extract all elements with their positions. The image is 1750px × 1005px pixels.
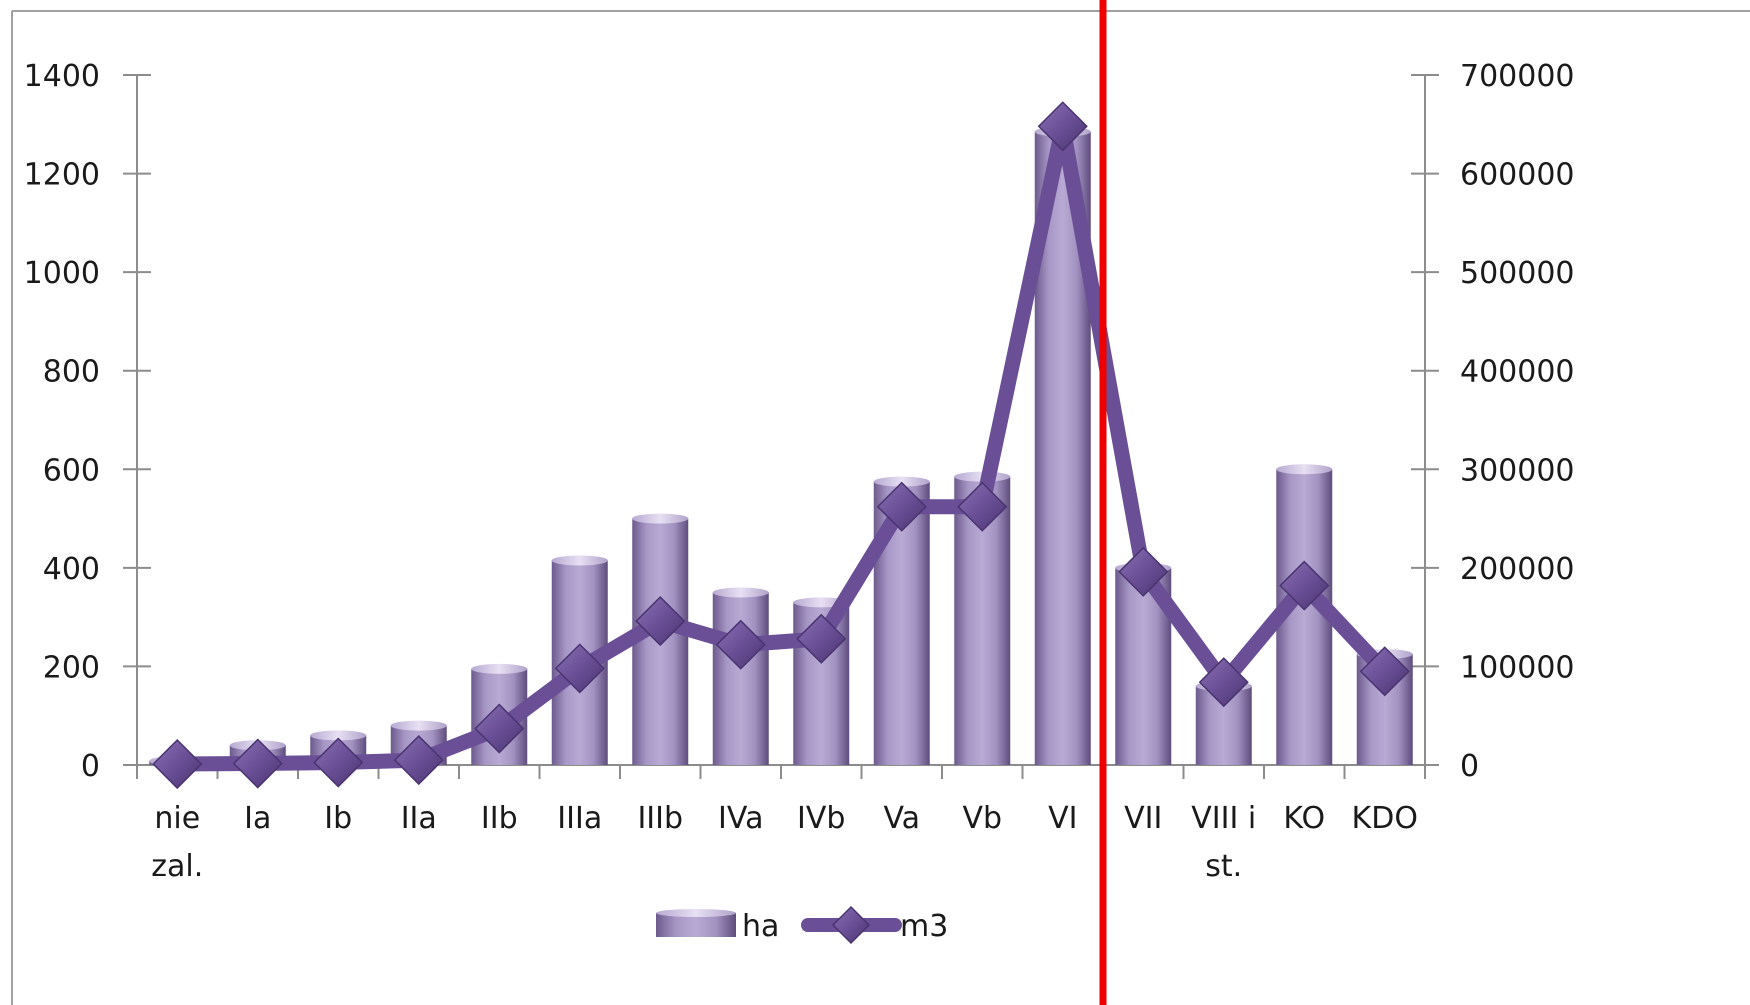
bar-top-cap	[632, 513, 689, 524]
legend: ha m3	[656, 905, 948, 945]
point-m3-kdo	[1359, 646, 1410, 697]
y-right-tick-label: 300000	[1460, 453, 1575, 488]
point-m3-va	[876, 481, 927, 532]
y-left-tick-label: 0	[81, 749, 100, 784]
point-m3-iiia	[554, 643, 605, 694]
x-tick-label: VIII i st.	[1191, 801, 1256, 884]
y-left-tick-label: 200	[43, 650, 100, 685]
bar-top-cap	[873, 476, 930, 487]
x-tick-label: KDO	[1352, 801, 1418, 836]
y-right-tick-label: 600000	[1460, 158, 1575, 193]
point-m3-ko	[1279, 560, 1330, 611]
y-left-tick-label: 1200	[24, 158, 100, 193]
legend-swatch-m3-marker	[831, 905, 871, 945]
x-tick-label: IVb	[797, 801, 845, 836]
y-left-tick-label: 1400	[24, 59, 100, 94]
x-tick-label: Ib	[324, 801, 352, 836]
point-m3-ia	[232, 738, 283, 789]
point-m3-vii	[1118, 546, 1169, 597]
legend-swatch-ha-cap	[656, 909, 736, 917]
bar-top-cap	[471, 663, 528, 674]
line-m3-path	[169, 118, 1393, 772]
y-right-tick-label: 500000	[1460, 256, 1575, 291]
point-m3-vi	[1037, 101, 1088, 152]
point-m3-viii-i-st-	[1198, 657, 1249, 708]
y-right-tick-label: 0	[1460, 749, 1479, 784]
y-left-tick-label: 600	[43, 453, 100, 488]
y-right-tick-label: 200000	[1460, 552, 1575, 587]
x-tick-label: IIa	[401, 801, 437, 836]
x-tick-label: Va	[883, 801, 920, 836]
point-m3-iib	[474, 703, 525, 754]
x-axis: nie zal. Ia Ib IIa IIb IIIa IIIb IVa IVb Va Vb VI VII…	[136, 764, 1426, 884]
x-tick-label: IIIb	[637, 801, 683, 836]
point-m3-nie-zal-	[152, 738, 203, 790]
x-tick-label: IIIa	[557, 801, 602, 836]
point-m3-ivb	[796, 613, 847, 664]
x-tick-label: Ia	[244, 801, 271, 836]
x-tick-label: KO	[1283, 801, 1325, 836]
bar-top-cap	[1276, 464, 1333, 475]
bar-iva	[712, 592, 769, 765]
y-left-tick-label: 800	[43, 355, 100, 390]
x-tick-label: IIb	[481, 801, 518, 836]
y-right-tick-label: 700000	[1460, 59, 1575, 94]
bar-top-cap	[310, 730, 367, 741]
point-m3-iva	[715, 619, 766, 670]
y-left-tick-label: 400	[43, 552, 100, 587]
point-m3-ib	[313, 737, 364, 788]
x-tick-label: IVa	[718, 801, 763, 836]
point-m3-iia	[393, 735, 444, 786]
legend-label-ha: ha	[742, 909, 779, 944]
x-tick-label: VII	[1124, 801, 1162, 836]
legend-label-m3: m3	[900, 909, 948, 944]
y-right-tick-label: 400000	[1460, 355, 1575, 390]
point-m3-iiib	[635, 596, 686, 647]
point-m3-vb	[957, 481, 1008, 532]
line-series-m3	[152, 101, 1410, 790]
bar-top-cap	[390, 720, 447, 731]
x-tick-label: Vb	[962, 801, 1002, 836]
x-tick-label: VI	[1048, 801, 1077, 836]
y-right-tick-label: 100000	[1460, 650, 1575, 685]
y-axis-right: 0 100000 200000 300000 400000 500000 600000 700…	[1411, 59, 1575, 784]
y-axis-left: 0 200 400 600 800 1000 1200 1400	[24, 59, 151, 784]
x-tick-label: nie zal.	[151, 801, 203, 884]
bar-top-cap	[712, 587, 769, 598]
y-left-tick-label: 1000	[24, 256, 100, 291]
bar-top-cap	[551, 555, 608, 566]
